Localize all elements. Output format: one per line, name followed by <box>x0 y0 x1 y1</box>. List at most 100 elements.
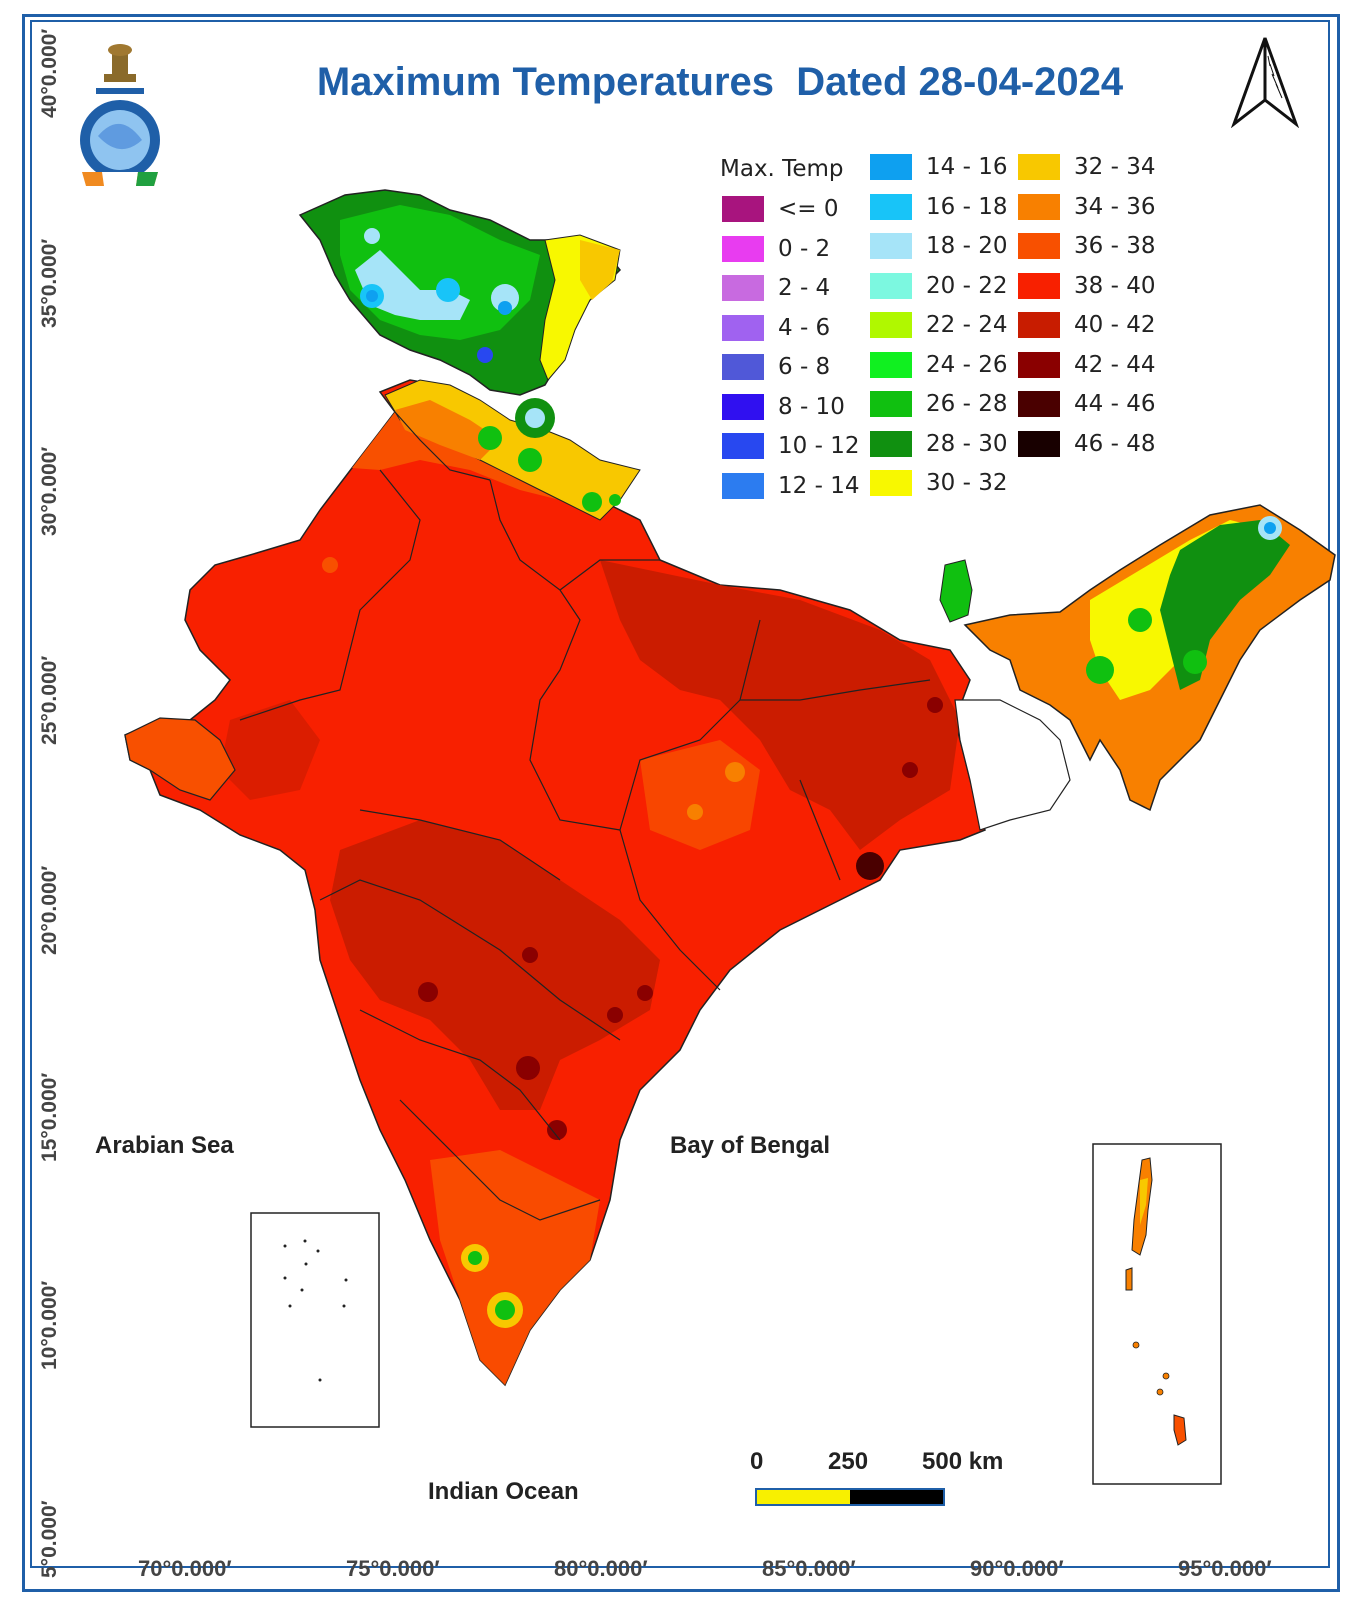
legend-item: 38 - 40 <box>1018 271 1155 301</box>
legend-swatch <box>722 314 764 341</box>
legend-item: 40 - 42 <box>1018 310 1155 340</box>
map-title: Maximum Temperatures Dated 28-04-2024 <box>316 60 1124 104</box>
legend-swatch <box>1018 154 1060 180</box>
heat-patch-east <box>600 560 960 850</box>
sikkim-region <box>939 559 973 623</box>
label-arabian-sea: Arabian Sea <box>95 1132 234 1159</box>
legend-swatch <box>870 312 912 338</box>
legend-label: 2 - 4 <box>778 275 831 301</box>
legend-swatch <box>722 433 764 459</box>
legend-label: 42 - 44 <box>1074 351 1156 378</box>
legend-swatch <box>722 472 764 499</box>
legend-swatch <box>1018 312 1060 338</box>
scale-label-mid: 250 <box>828 1448 869 1475</box>
label-indian-ocean: Indian Ocean <box>428 1478 579 1505</box>
legend-label: 16 - 18 <box>926 193 1008 220</box>
bangladesh-gap <box>954 699 1071 831</box>
legend-label: 28 - 30 <box>926 430 1008 457</box>
legend-swatch <box>1018 233 1060 259</box>
legend-label: 24 - 26 <box>926 351 1008 378</box>
legend-label: 38 - 40 <box>1074 272 1156 299</box>
north-arrow-icon <box>1230 37 1300 128</box>
legend-label: 46 - 48 <box>1074 430 1156 457</box>
legend-swatch <box>870 193 912 220</box>
scale-segment-1 <box>757 1490 850 1504</box>
lon-label-80: 80°0.000′ <box>554 1556 648 1581</box>
legend-label: 44 - 46 <box>1074 391 1156 417</box>
legend-swatch <box>870 233 912 259</box>
legend-title: Max. Temp <box>720 156 844 182</box>
legend-item: 6 - 8 <box>722 352 830 382</box>
legend-swatch <box>722 235 764 262</box>
legend-label: 4 - 6 <box>778 314 831 341</box>
legend-swatch <box>870 391 912 417</box>
state-boundaries <box>239 411 931 1221</box>
imd-emblem-icon <box>80 44 160 186</box>
legend-label: 26 - 28 <box>926 391 1008 417</box>
legend-item: 10 - 12 <box>722 431 859 461</box>
legend-item: 28 - 30 <box>870 429 1007 459</box>
legend-label: 22 - 24 <box>926 312 1008 338</box>
label-bay-of-bengal: Bay of Bengal <box>670 1132 831 1159</box>
lon-label-95: 95°0.000′ <box>1178 1556 1272 1581</box>
legend-label: 8 - 10 <box>778 393 845 420</box>
legend-swatch <box>870 272 912 299</box>
legend-swatch <box>722 354 764 380</box>
legend-swatch <box>1018 351 1060 378</box>
legend-item: 26 - 28 <box>870 389 1007 419</box>
legend-swatch <box>722 393 764 420</box>
kashmir-cool-inner <box>355 250 470 320</box>
legend-label: <= 0 <box>778 196 839 222</box>
legend-swatch <box>1018 430 1060 457</box>
legend-item: 0 - 2 <box>722 234 830 264</box>
legend-swatch <box>870 154 912 180</box>
legend-label: 12 - 14 <box>778 472 860 499</box>
andaman-inset <box>1092 1143 1222 1485</box>
scale-label-zero: 0 <box>750 1448 764 1475</box>
legend-item: 2 - 4 <box>722 273 830 303</box>
legend-label: 0 - 2 <box>778 235 831 262</box>
legend-item: <= 0 <box>722 194 839 224</box>
legend-item: 44 - 46 <box>1018 389 1155 419</box>
legend-label: 6 - 8 <box>778 354 831 380</box>
legend-item: 22 - 24 <box>870 310 1007 340</box>
legend-label: 20 - 22 <box>926 272 1008 299</box>
heat-patch-deccan <box>330 820 660 1110</box>
legend-item: 36 - 38 <box>1018 231 1155 261</box>
legend-label: 10 - 12 <box>778 433 860 459</box>
legend-item: 30 - 32 <box>870 468 1007 498</box>
scale-segment-2 <box>850 1490 943 1504</box>
legend-item: 42 - 44 <box>1018 350 1155 380</box>
legend-item: 4 - 6 <box>722 313 830 343</box>
legend-label: 18 - 20 <box>926 233 1008 259</box>
legend-item: 8 - 10 <box>722 392 845 422</box>
warm-band-south <box>430 1150 600 1385</box>
legend-item: 20 - 22 <box>870 271 1007 301</box>
legend-swatch <box>870 430 912 457</box>
lon-label-75: 75°0.000′ <box>346 1556 440 1581</box>
northeast-green <box>1160 520 1290 690</box>
legend-label: 14 - 16 <box>926 154 1008 180</box>
legend-swatch <box>1018 193 1060 220</box>
legend-swatch <box>870 470 912 496</box>
legend-item: 46 - 48 <box>1018 429 1155 459</box>
legend-item: 18 - 20 <box>870 231 1007 261</box>
legend-swatch <box>1018 272 1060 299</box>
legend-label: 34 - 36 <box>1074 193 1156 220</box>
legend-item: 24 - 26 <box>870 350 1007 380</box>
scale-bar <box>755 1488 945 1506</box>
legend-swatch <box>722 275 764 301</box>
legend-swatch <box>1018 391 1060 417</box>
legend-label: 40 - 42 <box>1074 312 1156 338</box>
scale-label-end: 500 km <box>922 1448 1004 1475</box>
heat-patch-west <box>220 700 320 800</box>
legend-item: 16 - 18 <box>870 192 1007 222</box>
legend-item: 34 - 36 <box>1018 192 1155 222</box>
lakshadweep-inset <box>250 1212 380 1428</box>
lon-label-90: 90°0.000′ <box>970 1556 1064 1581</box>
legend-label: 30 - 32 <box>926 470 1008 496</box>
legend-item: 32 - 34 <box>1018 152 1155 182</box>
map-inner-frame <box>30 20 1330 1568</box>
himalaya-orange <box>395 400 500 460</box>
